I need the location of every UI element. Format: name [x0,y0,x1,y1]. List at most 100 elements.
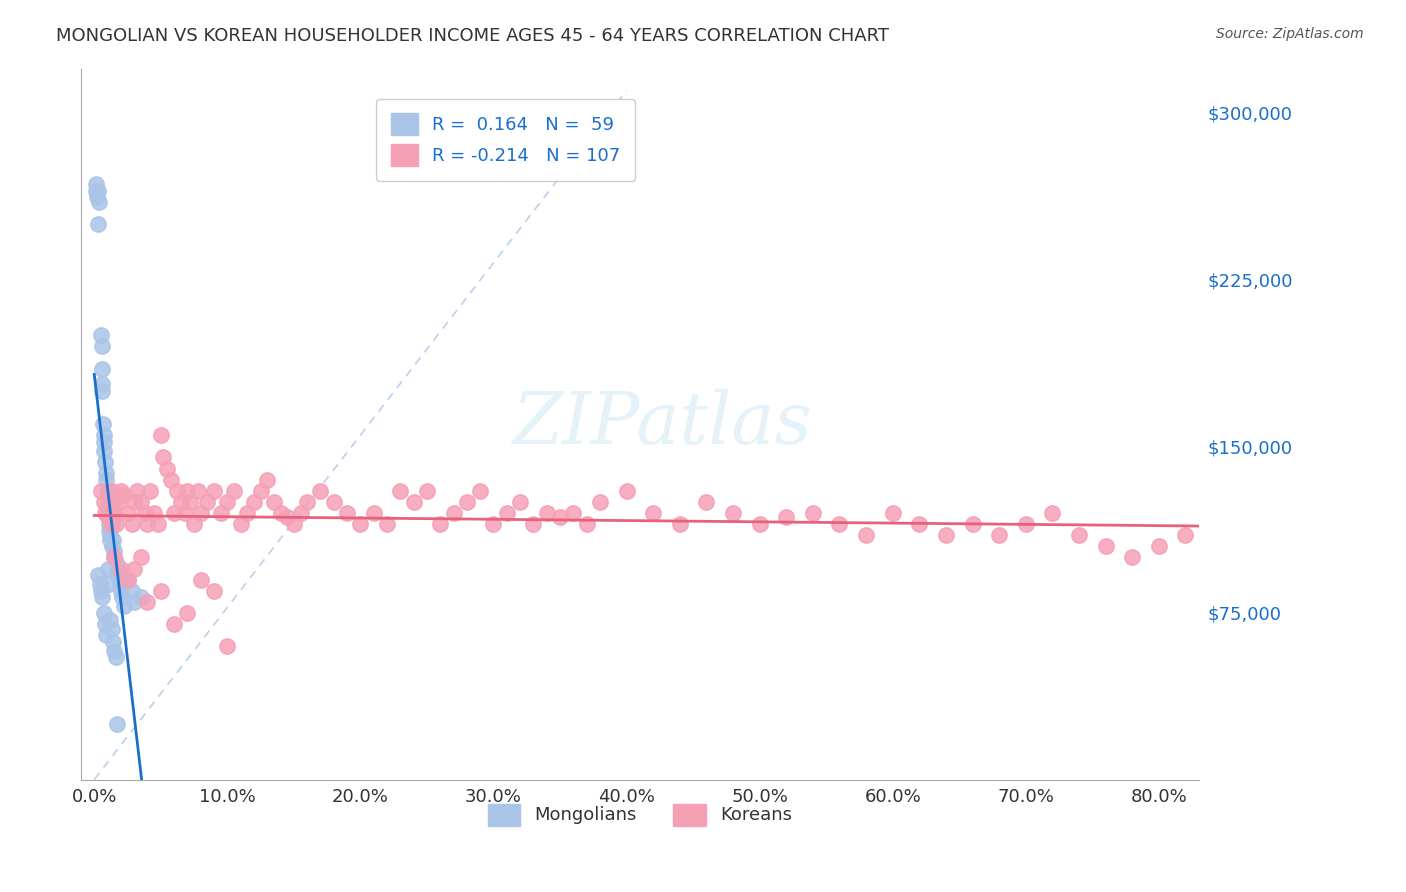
Point [509,495,531,509]
Point [456,495,478,509]
Point [98,528,121,542]
Point [775,510,797,524]
Point [107,495,129,509]
Point [536,506,558,520]
Point [91,591,114,605]
Point [166,483,188,498]
Point [90,339,112,353]
Point [389,483,412,498]
Point [136,595,159,609]
Text: Source: ZipAtlas.com: Source: ZipAtlas.com [1216,27,1364,41]
Point [122,561,145,575]
Point [110,483,132,498]
Point [139,483,162,498]
Point [202,483,225,498]
Point [375,517,398,532]
Point [112,599,135,614]
Point [107,568,129,582]
Point [105,717,128,731]
Point [108,577,131,591]
Point [1121,550,1143,565]
Point [222,483,245,498]
Point [202,583,225,598]
Point [97,561,120,575]
Point [695,495,717,509]
Point [908,517,931,532]
Text: ZIPatlas: ZIPatlas [512,389,813,459]
Point [179,495,201,509]
Point [105,561,128,575]
Point [363,506,385,520]
Point [935,528,957,542]
Point [96,473,118,487]
Point [103,550,125,565]
Point [402,495,425,509]
Point [103,506,125,520]
Point [111,591,134,605]
Point [290,506,312,520]
Point [209,506,232,520]
Point [87,568,110,582]
Point [190,573,212,587]
Point [229,517,252,532]
Point [97,488,120,502]
Point [97,495,120,509]
Point [93,495,115,509]
Point [110,583,132,598]
Point [101,510,124,524]
Point [575,517,598,532]
Point [149,583,172,598]
Point [90,483,112,498]
Point [643,506,665,520]
Point [97,577,120,591]
Point [121,517,143,532]
Point [143,506,166,520]
Point [801,506,824,520]
Point [748,517,770,532]
Point [101,495,124,509]
Point [103,543,125,558]
Point [104,517,127,532]
Point [93,606,115,620]
Point [548,510,571,524]
Legend: Mongolians, Koreans: Mongolians, Koreans [478,795,801,835]
Point [170,495,193,509]
Point [117,573,139,587]
Point [217,495,239,509]
Point [163,506,186,520]
Point [86,190,108,204]
Point [91,377,114,392]
Point [101,533,124,547]
Point [93,434,115,449]
Point [97,506,120,520]
Point [256,473,278,487]
Point [84,177,107,191]
Point [152,450,174,465]
Point [104,650,127,665]
Point [176,606,198,620]
Point [90,328,112,343]
Point [276,510,298,524]
Point [97,510,120,524]
Point [190,506,212,520]
Point [103,550,125,565]
Point [136,517,159,532]
Point [309,483,332,498]
Point [828,517,851,532]
Point [443,506,465,520]
Point [470,483,492,498]
Point [100,622,122,636]
Text: MONGOLIAN VS KOREAN HOUSEHOLDER INCOME AGES 45 - 64 YEARS CORRELATION CHART: MONGOLIAN VS KOREAN HOUSEHOLDER INCOME A… [56,27,889,45]
Point [482,517,505,532]
Point [183,517,205,532]
Point [1094,539,1116,553]
Point [100,539,122,553]
Point [295,495,318,509]
Point [89,577,111,591]
Point [349,517,371,532]
Point [96,628,118,642]
Point [96,466,118,480]
Point [97,524,120,538]
Point [87,217,110,231]
Point [100,483,122,498]
